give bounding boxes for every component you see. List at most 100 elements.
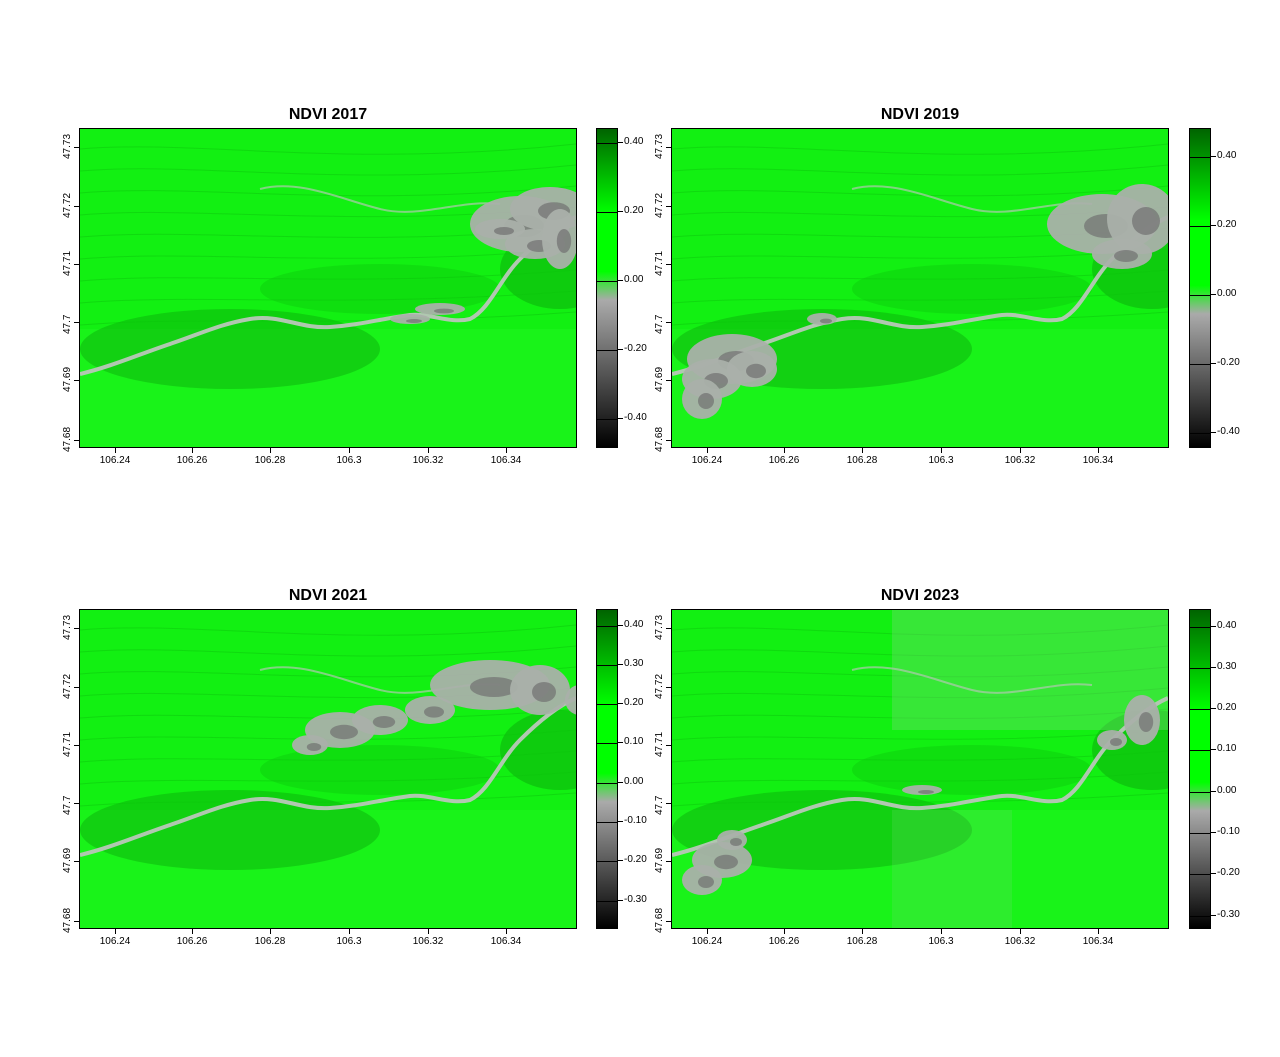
legend-break-line — [1190, 792, 1211, 793]
low-ndvi-core — [470, 677, 518, 697]
vegetation-patch — [672, 790, 972, 870]
legend-break-line — [1190, 295, 1211, 296]
x-tick-mark — [428, 448, 429, 453]
legend-tick-mark — [1211, 749, 1216, 750]
legend-break-line — [1190, 750, 1211, 751]
legend-tick-label: 0.00 — [1217, 288, 1237, 299]
legend-break-line — [597, 783, 618, 784]
y-tick-mark — [666, 264, 671, 265]
legend-tick-mark — [618, 782, 623, 783]
color-legend — [1189, 609, 1211, 929]
legend-tick-label: -0.20 — [624, 854, 647, 865]
legend-tick-mark — [1211, 626, 1216, 627]
y-tick-mark — [666, 206, 671, 207]
low-ndvi-core — [406, 319, 422, 323]
x-tick-label: 106.3 — [928, 455, 954, 466]
meander-line — [80, 248, 576, 260]
y-tick-label: 47.7 — [654, 795, 665, 815]
y-tick-label: 47.71 — [654, 731, 665, 757]
x-tick-mark — [506, 448, 507, 453]
legend-tick-mark — [618, 142, 623, 143]
legend-tick-mark — [1211, 915, 1216, 916]
legend-break-line — [597, 212, 618, 213]
x-tick-label: 106.32 — [1004, 936, 1036, 947]
legend-tick-label: -0.20 — [1217, 867, 1240, 878]
legend-tick-mark — [1211, 873, 1216, 874]
legend-break-line — [1190, 833, 1211, 834]
x-tick-mark — [707, 929, 708, 934]
ndvi-raster — [671, 128, 1169, 448]
y-tick-mark — [74, 628, 79, 629]
y-tick-mark — [666, 687, 671, 688]
meander-line — [80, 729, 576, 741]
y-tick-mark — [74, 264, 79, 265]
y-tick-label: 47.71 — [62, 731, 73, 757]
meander-line — [80, 164, 576, 176]
legend-tick-label: -0.40 — [624, 412, 647, 423]
panel-title: NDVI 2019 — [880, 106, 960, 123]
y-tick-mark — [74, 921, 79, 922]
legend-tick-label: -0.40 — [1217, 426, 1240, 437]
legend-break-line — [597, 626, 618, 627]
y-tick-label: 47.7 — [654, 314, 665, 334]
legend-break-line — [597, 861, 618, 862]
ndvi-raster-svg — [80, 610, 576, 928]
low-ndvi-areas — [390, 187, 576, 324]
x-tick-mark — [428, 929, 429, 934]
legend-tick-label: -0.20 — [1217, 357, 1240, 368]
y-tick-label: 47.68 — [62, 426, 73, 452]
legend-break-line — [1190, 433, 1211, 434]
low-ndvi-core — [714, 854, 738, 870]
x-tick-mark — [349, 929, 350, 934]
meander-line — [80, 143, 576, 155]
x-tick-mark — [1098, 448, 1099, 453]
meander-line — [672, 185, 1168, 197]
meander-line — [672, 248, 1168, 260]
low-ndvi-core — [424, 706, 444, 718]
legend-break-line — [597, 281, 618, 282]
tributary-channel — [259, 185, 501, 213]
y-tick-label: 47.72 — [654, 192, 665, 218]
ndvi-raster — [79, 609, 577, 929]
x-tick-label: 106.3 — [336, 936, 362, 947]
y-tick-label: 47.73 — [62, 614, 73, 640]
legend-break-line — [1190, 874, 1211, 875]
legend-tick-mark — [1211, 156, 1216, 157]
legend-tick-label: 0.20 — [624, 205, 644, 216]
color-legend — [1189, 128, 1211, 448]
y-tick-mark — [666, 861, 671, 862]
meander-line — [672, 164, 1168, 176]
y-tick-mark — [666, 803, 671, 804]
color-legend — [596, 128, 618, 448]
y-tick-label: 47.73 — [62, 133, 73, 159]
meander-line — [672, 645, 1168, 657]
legend-tick-label: 0.10 — [1217, 743, 1237, 754]
vegetation-patch — [852, 264, 1092, 314]
y-tick-label: 47.73 — [654, 133, 665, 159]
legend-tick-label: 0.00 — [624, 274, 644, 285]
low-ndvi-core — [918, 790, 934, 794]
legend-tick-mark — [618, 211, 623, 212]
vegetation-patch — [80, 790, 380, 870]
legend-break-line — [597, 901, 618, 902]
x-tick-mark — [270, 448, 271, 453]
y-tick-mark — [74, 147, 79, 148]
ndvi-raster-svg — [672, 610, 1168, 928]
low-ndvi-areas — [292, 660, 576, 755]
meander-line — [672, 687, 1168, 699]
legend-tick-mark — [1211, 225, 1216, 226]
meander-line — [80, 185, 576, 197]
river-channel — [80, 215, 576, 376]
vegetation-patch — [500, 710, 576, 790]
legend-break-line — [597, 822, 618, 823]
x-tick-mark — [349, 448, 350, 453]
x-tick-label: 106.28 — [254, 936, 286, 947]
ndvi-raster-svg — [80, 129, 576, 447]
vegetation-patch — [80, 309, 380, 389]
x-tick-mark — [941, 929, 942, 934]
legend-tick-mark — [1211, 791, 1216, 792]
meander-line — [672, 143, 1168, 155]
low-ndvi-core — [1114, 250, 1138, 262]
legend-tick-label: 0.00 — [1217, 785, 1237, 796]
legend-tick-mark — [618, 703, 623, 704]
